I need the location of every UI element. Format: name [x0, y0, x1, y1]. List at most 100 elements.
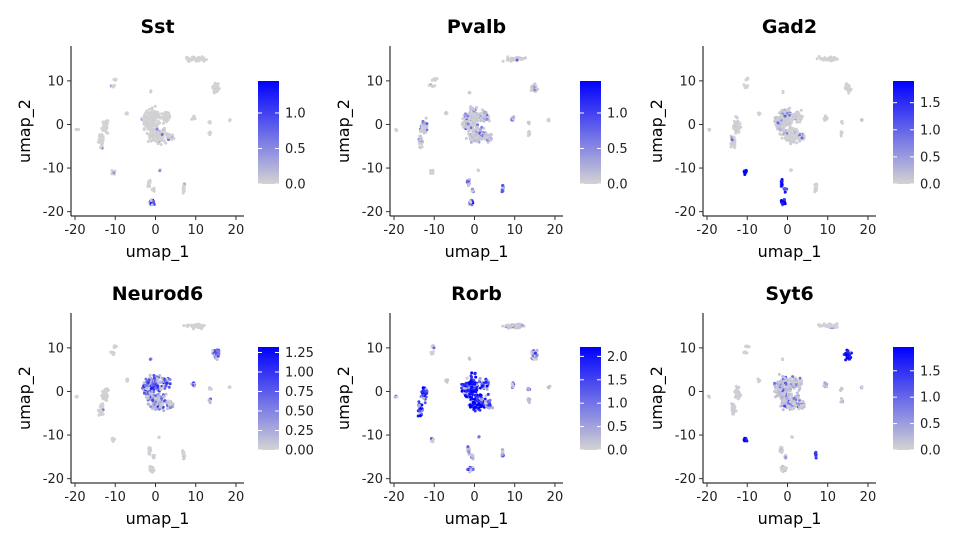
x-axis-title: umap_1 — [445, 242, 509, 262]
cell-point — [166, 407, 170, 411]
cell-point — [480, 108, 484, 112]
cell-point — [167, 385, 171, 389]
cell-point — [734, 389, 738, 393]
cell-point — [464, 137, 468, 140]
cell-point — [163, 129, 167, 133]
cell-point — [480, 384, 484, 388]
cell-point — [817, 55, 821, 58]
cell-point — [527, 387, 530, 391]
cell-point — [747, 345, 751, 349]
y-tick-label: -20 — [43, 472, 64, 487]
cell-point — [110, 437, 114, 441]
cell-point — [168, 134, 172, 138]
cell-point — [510, 324, 514, 327]
cell-point — [166, 138, 170, 142]
cell-point — [846, 356, 850, 360]
y-axis-title: umap_2 — [334, 99, 354, 163]
cell-point — [515, 325, 519, 329]
cell-point — [475, 106, 478, 109]
cell-point — [506, 55, 510, 59]
cell-point — [786, 378, 789, 382]
y-tick-label: 10 — [47, 341, 64, 356]
cell-point — [146, 387, 150, 391]
cell-point — [467, 450, 471, 454]
x-tick-label: 0 — [783, 223, 791, 238]
cell-point — [783, 110, 787, 114]
x-tick-label: -10 — [105, 223, 126, 238]
cell-point — [529, 88, 533, 92]
cell-point — [470, 375, 474, 379]
cell-point — [168, 378, 172, 381]
cell-point — [464, 394, 467, 398]
cell-point — [780, 201, 784, 205]
cell-point — [790, 119, 794, 123]
cell-point — [536, 87, 540, 91]
legend-tick-label: 0.0 — [607, 178, 628, 193]
legend-tick-label: 0.0 — [285, 178, 306, 193]
y-tick-label: -20 — [362, 472, 383, 487]
x-tick-label: -10 — [105, 490, 126, 505]
cell-point — [847, 91, 851, 95]
cell-point — [201, 57, 205, 61]
y-tick-label: -10 — [675, 429, 696, 444]
cell-point — [431, 438, 435, 441]
cell-point — [824, 323, 828, 327]
cell-point — [181, 452, 185, 456]
cell-point — [149, 198, 153, 202]
cell-point — [844, 358, 848, 362]
cell-point — [825, 57, 829, 61]
cell-point — [152, 200, 156, 203]
y-tick-label: -20 — [675, 472, 696, 487]
x-tick-label: 10 — [506, 490, 523, 505]
cell-point — [213, 82, 217, 86]
cell-point — [112, 351, 116, 355]
cell-point — [156, 399, 160, 403]
cell-point — [148, 468, 152, 472]
cell-point — [100, 394, 104, 398]
cell-point — [112, 171, 116, 175]
cell-point — [789, 168, 793, 172]
legend-tick-label: 0.00 — [285, 444, 314, 459]
y-tick-label: -20 — [675, 205, 696, 220]
cell-point — [168, 406, 172, 410]
cell-point — [783, 133, 787, 137]
cell-point — [463, 112, 467, 116]
cell-point — [795, 391, 799, 395]
cell-point — [423, 401, 427, 405]
cell-point — [501, 59, 505, 63]
cell-point — [532, 357, 536, 361]
cell-point — [162, 409, 166, 413]
cell-point — [420, 142, 423, 145]
legend-tick-label: 0.50 — [285, 404, 314, 419]
cell-point — [190, 55, 194, 59]
cell-point — [146, 140, 150, 143]
cell-point — [480, 400, 484, 404]
cell-point — [796, 112, 800, 116]
x-tick-label: -20 — [383, 223, 404, 238]
cell-point — [151, 399, 155, 402]
cell-point — [781, 357, 784, 361]
cell-point — [473, 401, 477, 405]
cell-point — [780, 182, 784, 186]
cell-point — [152, 138, 156, 142]
panel-title: Neurod6 — [112, 283, 204, 305]
x-tick-label: 0 — [151, 223, 159, 238]
cell-point — [150, 203, 154, 207]
color-legend: 0.0 0.5 1.0 1.5 — [893, 347, 941, 459]
cell-point — [160, 403, 164, 406]
x-tick-label: -20 — [64, 490, 85, 505]
x-axis-title: umap_1 — [445, 509, 509, 529]
cell-point — [792, 396, 796, 400]
cell-point — [148, 446, 152, 450]
cell-point — [420, 145, 424, 149]
cell-point — [207, 398, 211, 402]
cell-point — [468, 117, 472, 121]
x-tick-label: 10 — [187, 223, 204, 238]
cell-point — [419, 134, 423, 138]
cell-point — [475, 399, 479, 403]
cell-point — [839, 400, 843, 404]
x-tick-label: 0 — [783, 490, 791, 505]
cell-point — [163, 132, 167, 136]
cell-point — [466, 445, 470, 449]
